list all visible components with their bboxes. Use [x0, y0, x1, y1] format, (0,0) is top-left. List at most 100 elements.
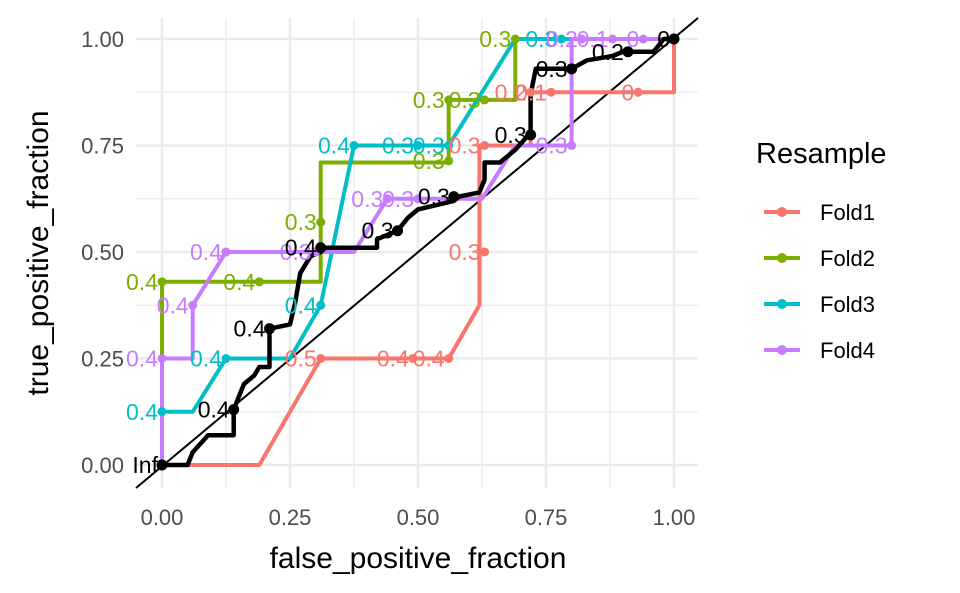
y-tick-label: 1.00 [81, 27, 124, 52]
fold1-cutoff-label: 0.5 [285, 346, 317, 372]
fold3-cutoff-label: 0.3 [382, 133, 414, 159]
fold4-point [221, 247, 231, 257]
fold4-cutoff-label: 0.2 [546, 26, 578, 52]
fold3-cutoff-label: 0.3 [525, 26, 557, 52]
fold2-cutoff-label: 0.3 [285, 209, 317, 235]
axis-ticks: 0.00 0.25 0.50 0.75 1.000.000.250.500.751.00 [81, 27, 695, 530]
fold3-point [413, 141, 423, 150]
fold3-line [160, 37, 674, 465]
fold4-cutoff-label: 0.3 [536, 133, 568, 159]
fold2-cutoff-label: 0.3 [413, 87, 445, 113]
fold3-cutoff-label: 0.3 [413, 133, 445, 159]
fold2-point [444, 156, 454, 166]
fold3-point [444, 141, 454, 150]
fold2-point [510, 34, 520, 44]
x-tick-label: 0.00 [141, 505, 184, 530]
fold1-point [480, 141, 490, 150]
fold1-point [546, 87, 556, 97]
fold4-point [157, 354, 167, 363]
overall-cutoff-label: 0.2 [592, 39, 624, 65]
series-layer [156, 33, 680, 471]
fold3-cutoff-label: 0.4 [190, 346, 222, 372]
fold4-point [567, 141, 577, 150]
fold4-cutoff-label: 0.3 [382, 186, 414, 212]
x-tick-label: 1.00 [653, 505, 696, 530]
fold2-point [254, 277, 264, 287]
legend: Resample Fold1 Fold2 Fold3 Fold4 [756, 138, 887, 363]
y-tick-label: 0.25 [81, 347, 124, 372]
overall-cutoff-label: 0.3 [536, 56, 568, 82]
fold1-cutoff-label: 0.1 [515, 79, 547, 105]
fold4-point [577, 34, 587, 44]
fold2-point [480, 95, 490, 105]
overall-point [668, 33, 680, 45]
overall-point [525, 129, 537, 141]
fold3-point [349, 141, 359, 150]
fold2-cutoff-label: 0.3 [413, 148, 445, 174]
overall-cutoff-label: 0.3 [418, 184, 450, 210]
y-tick-label: 0.50 [81, 240, 124, 265]
overall-line [162, 36, 674, 468]
fold4-point [188, 300, 198, 310]
fold2-point [444, 95, 454, 105]
fold1-cutoff-label: 0.4 [413, 346, 445, 372]
fold1-cutoff-label: 0 [621, 79, 634, 105]
fold4-cutoff-label: 0.4 [126, 346, 158, 372]
fold1-cutoff-label: 0.3 [449, 239, 481, 265]
fold4-cutoff-label: 0.1 [577, 26, 609, 52]
fold1-legend-label: Fold1 [820, 200, 875, 225]
fold2-cutoff-label: 0.3 [449, 87, 481, 113]
overall-point [228, 404, 240, 416]
fold4-point [382, 194, 392, 204]
fold4-cutoff-label: 0.3 [351, 186, 383, 212]
overall-cutoff-label: 0.3 [495, 122, 527, 148]
fold1-cutoff-label: 0.4 [377, 346, 409, 372]
overall-cutoff-label: 0 [657, 26, 670, 52]
fold4-cutoff-label: 0.4 [190, 239, 222, 265]
fold1-legend-marker [777, 207, 787, 217]
fold1-line [162, 39, 676, 467]
fold1-cutoff-label: 0.2 [495, 79, 527, 105]
y-axis-title: true_positive_fraction [22, 110, 55, 395]
x-tick-label: 0.50 [397, 505, 440, 530]
fold4-point [413, 194, 423, 204]
x-tick-label: 0.25 [269, 505, 312, 530]
fold3-cutoff-label: 0.4 [126, 399, 158, 425]
fold4-legend-marker [777, 345, 787, 355]
x-tick-label: 0.75 [525, 505, 568, 530]
fold1-point [444, 354, 454, 363]
x-axis-title: false_positive_fraction [270, 542, 567, 575]
fold2-legend-marker [777, 253, 787, 263]
fold4-point [608, 34, 618, 44]
fold2-cutoff-label: 0.4 [126, 269, 158, 295]
cutoff-labels: 0.5 0.4 0.40.30.30.20.1 00.4 0.40.30.30.3 0.3… [126, 26, 670, 478]
overall-cutoff-label: 0.3 [362, 218, 394, 244]
overall-point [156, 459, 168, 471]
overall-point [392, 225, 404, 237]
overall-cutoff-label: Inf [132, 452, 158, 478]
fold1-point [408, 354, 418, 363]
fold1-cutoff-label: 0.3 [449, 133, 481, 159]
overall-cutoff-label: 0.4 [234, 316, 266, 342]
fold2-point [316, 217, 326, 227]
legend-title: Resample [756, 138, 887, 170]
fold4-cutoff-label: 0 [626, 26, 639, 52]
fold2-cutoff-label: 0.3 [479, 26, 511, 52]
overall-point [566, 63, 578, 75]
overall-cutoff-label: 0.4 [198, 397, 230, 423]
fold1-point [633, 87, 643, 97]
fold1-point [480, 247, 490, 257]
fold3-point [316, 300, 326, 310]
fold3-legend-label: Fold3 [820, 292, 875, 317]
fold3-cutoff-label: 0.4 [285, 292, 317, 318]
fold2-cutoff-label: 0.4 [223, 269, 255, 295]
fold3-point [157, 407, 167, 417]
fold3-point [556, 34, 566, 44]
fold2-point [157, 277, 167, 287]
overall-point [315, 242, 327, 254]
fold1-point [316, 354, 326, 363]
fold4-line [160, 37, 674, 465]
fold4-cutoff-label: 0.4 [157, 292, 189, 318]
fold3-cutoff-label: 0.4 [318, 133, 350, 159]
